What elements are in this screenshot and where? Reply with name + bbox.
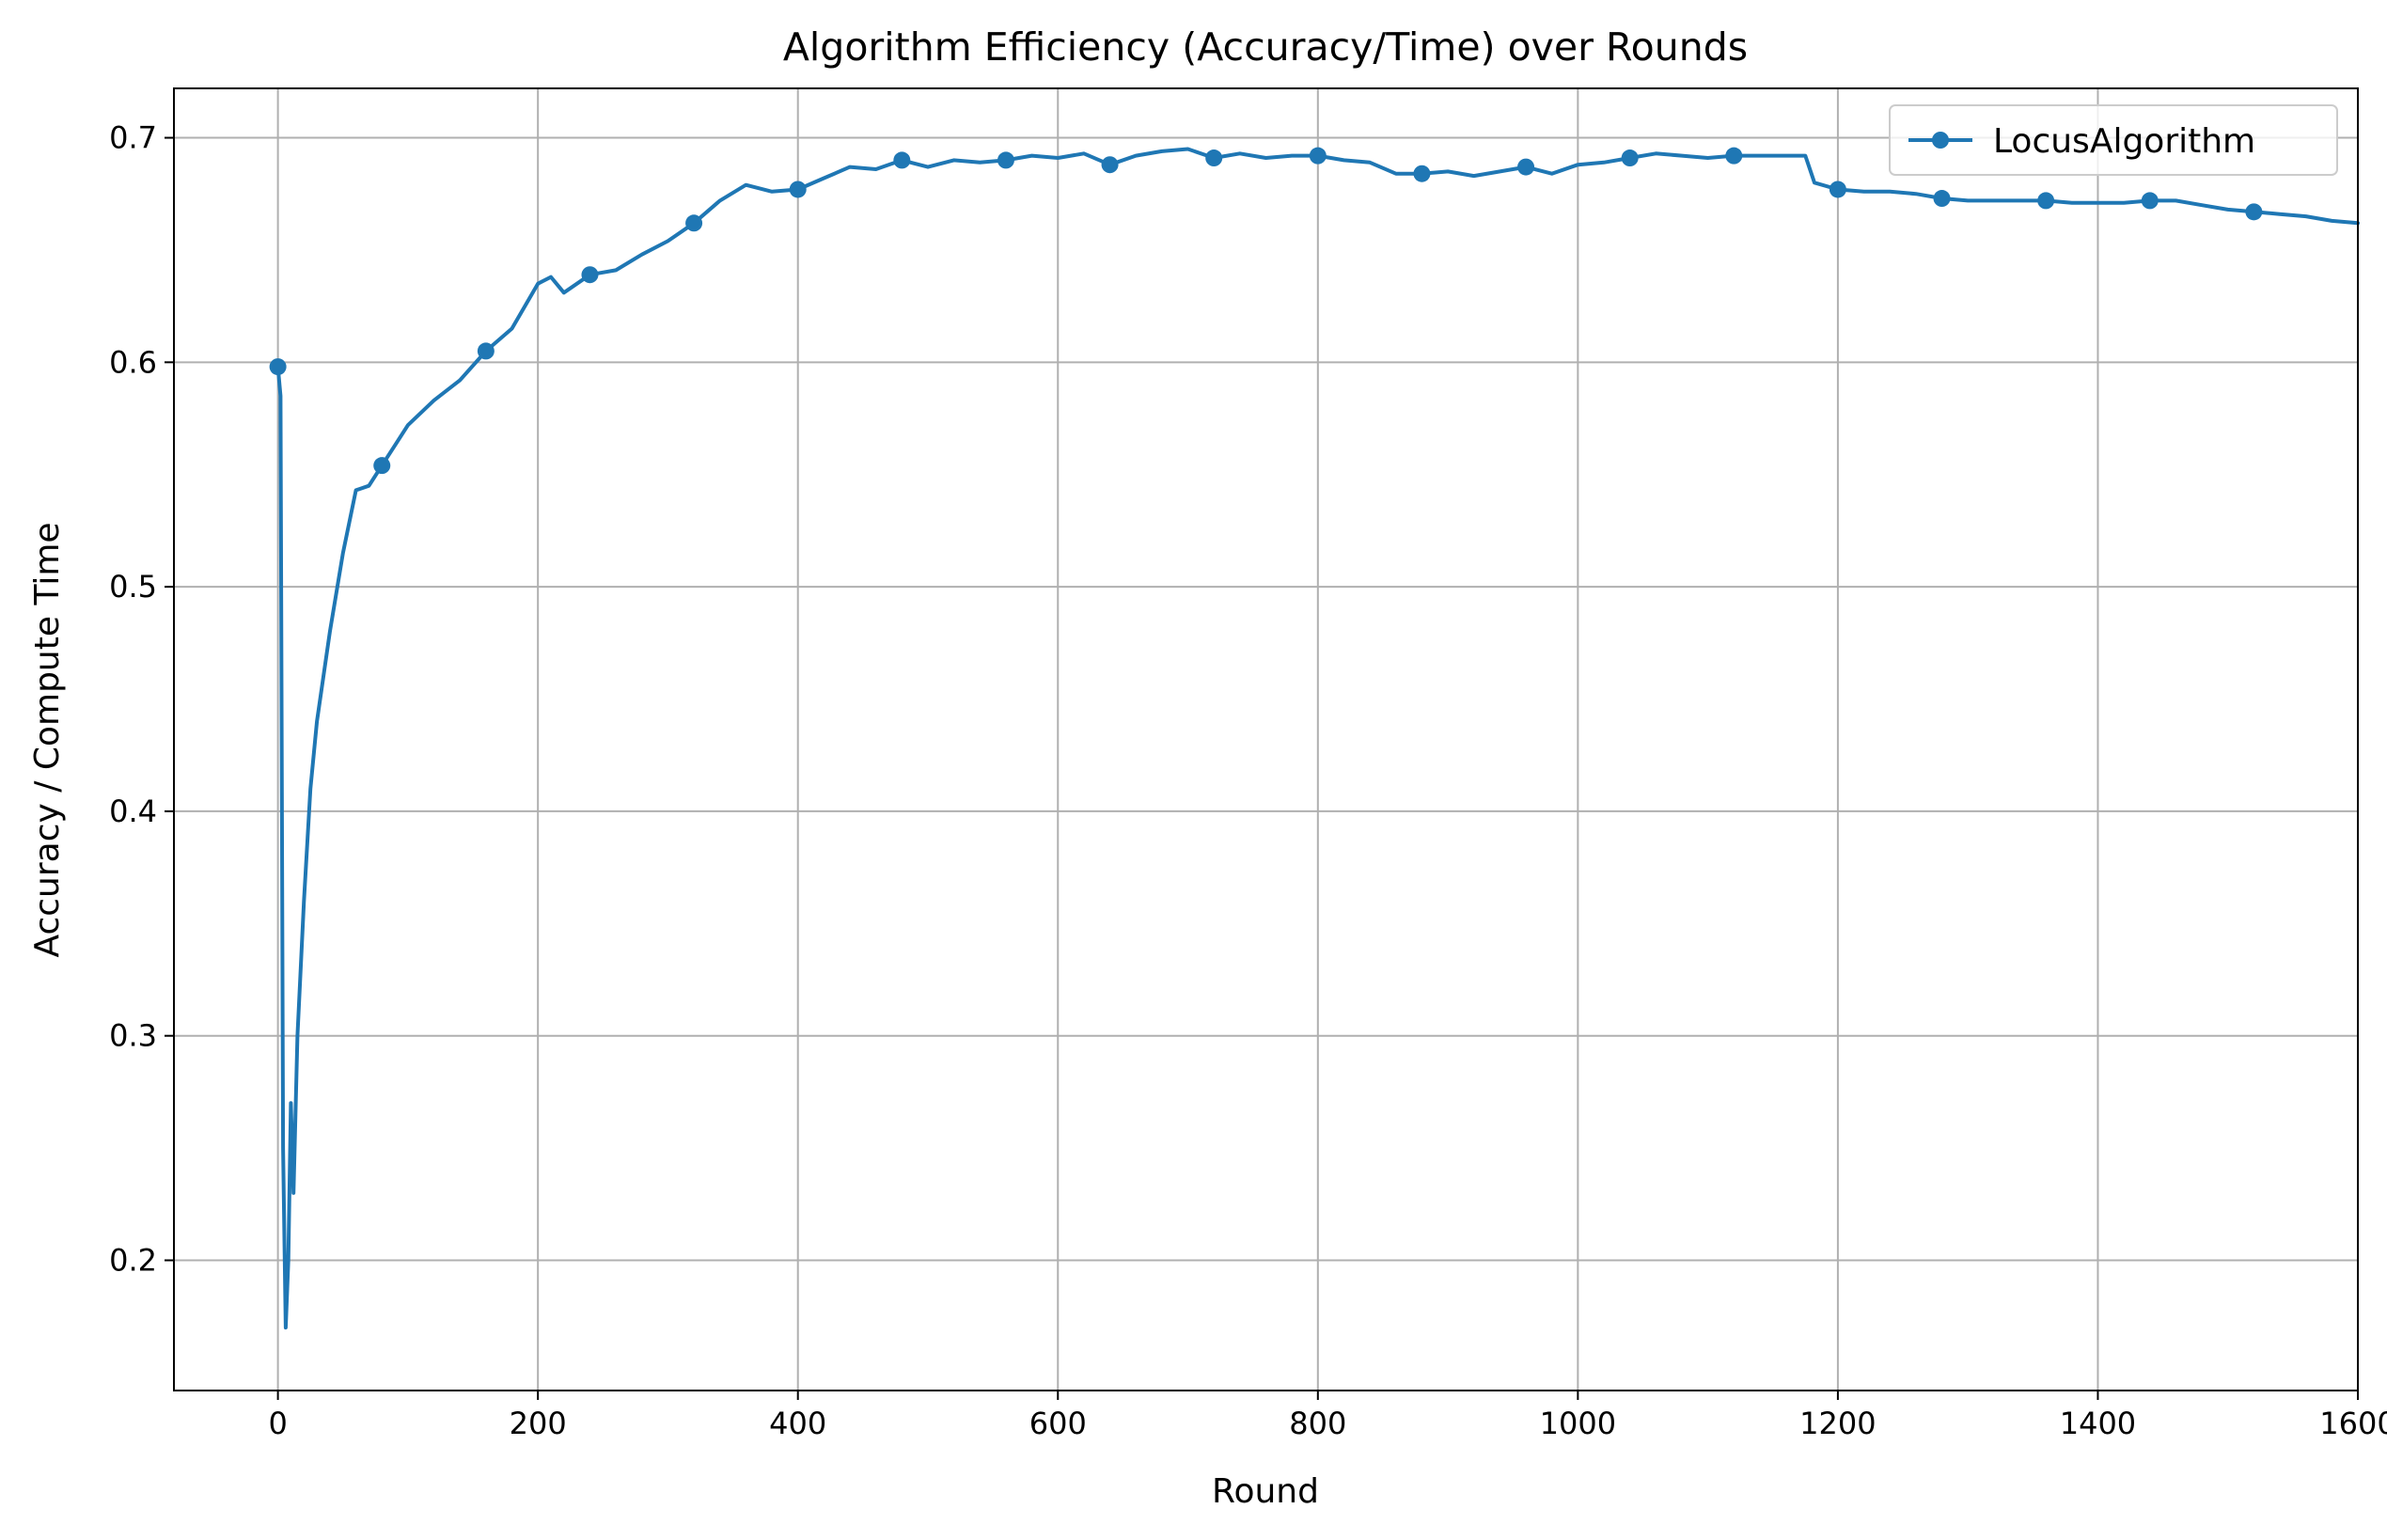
y-tick-label: 0.5 xyxy=(109,569,157,605)
legend-label: LocusAlgorithm xyxy=(1993,122,2255,161)
x-tick-label: 1200 xyxy=(1799,1406,1876,1441)
y-axis-label: Accuracy / Compute Time xyxy=(28,522,67,957)
series-marker xyxy=(2245,203,2263,221)
x-tick-label: 600 xyxy=(1029,1406,1087,1441)
series-marker xyxy=(1933,190,1951,208)
series-marker xyxy=(2037,192,2055,210)
series-marker xyxy=(477,342,495,360)
y-tick-label: 0.6 xyxy=(109,344,157,380)
series-marker xyxy=(997,151,1014,169)
x-tick-label: 1600 xyxy=(2319,1406,2387,1441)
series-marker xyxy=(789,181,807,198)
legend-box xyxy=(1889,104,2338,176)
legend: LocusAlgorithm xyxy=(1889,104,2338,176)
plot-frame xyxy=(173,87,2359,1391)
series-marker xyxy=(1101,156,1119,174)
series-marker xyxy=(1309,147,1327,165)
y-tick-label: 0.7 xyxy=(109,120,157,156)
series-marker xyxy=(2141,192,2159,210)
series-marker xyxy=(893,151,911,169)
series-marker xyxy=(373,457,391,475)
x-axis-label: Round xyxy=(1212,1472,1319,1511)
series-marker xyxy=(1725,147,1743,165)
chart-title: Algorithm Efficiency (Accuracy/Time) ove… xyxy=(783,24,1748,70)
x-tick-label: 200 xyxy=(510,1406,567,1441)
legend-marker-swatch xyxy=(1932,132,1949,149)
x-tick-label: 800 xyxy=(1289,1406,1346,1441)
series-line-0 xyxy=(275,147,2360,1330)
y-tick-label: 0.2 xyxy=(109,1243,157,1279)
axis-ticks: 0 200 400 600 800 1000 1200 1400 1600 0.2 0.3 0.4 0.… xyxy=(109,120,2387,1441)
y-tick-label: 0.4 xyxy=(109,794,157,829)
x-tick-label: 1000 xyxy=(1540,1406,1616,1441)
series-marker xyxy=(1621,149,1639,167)
series-marker xyxy=(1205,149,1223,167)
y-tick-label: 0.3 xyxy=(109,1018,157,1054)
series-layer xyxy=(269,147,2360,1330)
series-marker xyxy=(685,214,703,232)
x-tick-label: 400 xyxy=(769,1406,826,1441)
series-marker xyxy=(1413,165,1431,182)
series-marker xyxy=(581,266,599,284)
series-marker xyxy=(269,358,287,376)
x-tick-label: 0 xyxy=(268,1406,287,1441)
series-marker xyxy=(1517,158,1535,176)
x-tick-label: 1400 xyxy=(2060,1406,2136,1441)
grid-lines xyxy=(174,88,2359,1391)
series-marker xyxy=(1829,181,1846,198)
